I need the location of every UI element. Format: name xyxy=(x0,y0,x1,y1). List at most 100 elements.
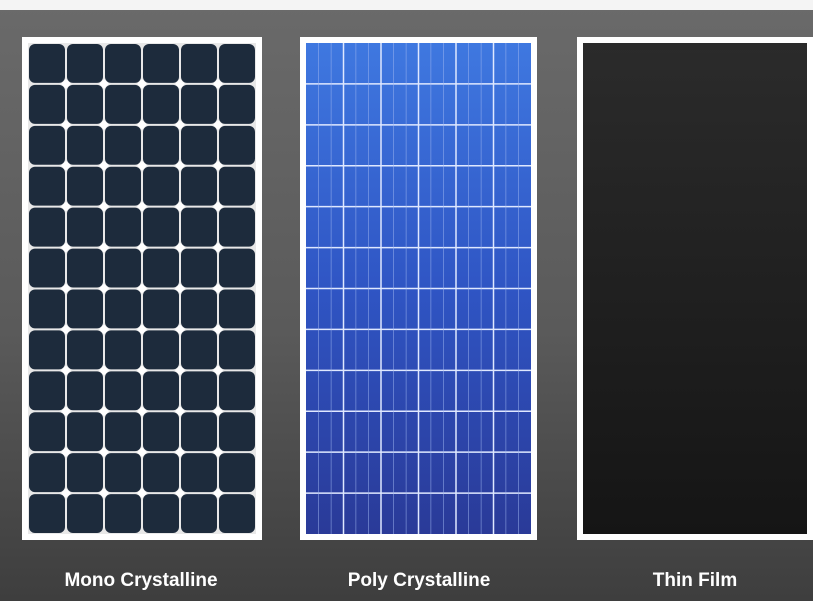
cell-junction xyxy=(99,324,109,335)
cell xyxy=(29,166,65,206)
cell-junction xyxy=(99,406,109,417)
cell xyxy=(219,289,255,329)
cell xyxy=(219,248,255,288)
cell xyxy=(67,207,103,247)
panel-label: Thin Film xyxy=(653,570,737,591)
cell xyxy=(29,412,65,452)
cell-junction xyxy=(99,447,109,458)
cell xyxy=(105,453,141,493)
cell xyxy=(219,412,255,452)
cell xyxy=(219,207,255,247)
cell xyxy=(181,412,217,452)
cell xyxy=(143,289,179,329)
cell-junction xyxy=(213,365,223,376)
cell xyxy=(67,84,103,124)
cell xyxy=(105,289,141,329)
cell xyxy=(105,371,141,411)
cell-junction xyxy=(213,406,223,417)
cell xyxy=(105,44,141,83)
cell-junction xyxy=(175,324,185,335)
cell xyxy=(67,166,103,206)
cell-junction xyxy=(137,488,147,499)
cell xyxy=(219,125,255,165)
top-strip xyxy=(0,0,813,10)
cell xyxy=(219,494,255,533)
cell xyxy=(181,207,217,247)
cell xyxy=(105,84,141,124)
cell xyxy=(29,125,65,165)
cell-junction xyxy=(213,160,223,171)
cell xyxy=(143,44,179,83)
mono-panel xyxy=(22,37,262,540)
cell xyxy=(29,330,65,370)
cell xyxy=(181,84,217,124)
cell xyxy=(219,166,255,206)
cell xyxy=(67,412,103,452)
cell-junction xyxy=(99,119,109,130)
cell-junction xyxy=(61,365,71,376)
cell-junction xyxy=(175,119,185,130)
cell-junction xyxy=(99,160,109,171)
cell-junction xyxy=(213,447,223,458)
cell-junction xyxy=(99,201,109,212)
cell-junction xyxy=(99,365,109,376)
cell-junction xyxy=(137,78,147,89)
cell-junction xyxy=(137,119,147,130)
cell xyxy=(219,44,255,83)
cell xyxy=(29,494,65,533)
cell xyxy=(29,207,65,247)
cell xyxy=(143,207,179,247)
cell-junction xyxy=(175,406,185,417)
cell xyxy=(181,453,217,493)
cell xyxy=(67,125,103,165)
cell xyxy=(105,207,141,247)
cell-junction xyxy=(175,78,185,89)
cell xyxy=(105,494,141,533)
cell xyxy=(29,44,65,83)
cell-junction xyxy=(213,201,223,212)
cell xyxy=(143,330,179,370)
cell xyxy=(29,371,65,411)
cell-junction xyxy=(213,242,223,253)
cell xyxy=(67,44,103,83)
cell-junction xyxy=(61,160,71,171)
cell xyxy=(219,371,255,411)
cell xyxy=(143,248,179,288)
cell xyxy=(67,494,103,533)
cell xyxy=(143,125,179,165)
cell xyxy=(143,371,179,411)
cell-junction xyxy=(61,324,71,335)
cell-junction xyxy=(137,283,147,294)
cell-junction xyxy=(61,447,71,458)
cell-junction xyxy=(175,488,185,499)
cell xyxy=(67,330,103,370)
cell-junction xyxy=(137,242,147,253)
cell xyxy=(181,166,217,206)
cell-junction xyxy=(213,78,223,89)
cell-junction xyxy=(137,160,147,171)
cell-junction xyxy=(61,78,71,89)
cell-junction xyxy=(137,406,147,417)
cell xyxy=(67,371,103,411)
cell-junction xyxy=(175,160,185,171)
cell-junction xyxy=(213,324,223,335)
panel-label: Mono Crystalline xyxy=(64,570,217,591)
cell-junction xyxy=(137,365,147,376)
cell-junction xyxy=(61,119,71,130)
cell xyxy=(67,289,103,329)
cell-junction xyxy=(99,488,109,499)
cell-junction xyxy=(137,324,147,335)
cell-junction xyxy=(137,201,147,212)
cell-junction xyxy=(175,283,185,294)
cell-junction xyxy=(61,283,71,294)
cell xyxy=(181,494,217,533)
cell xyxy=(29,248,65,288)
cell-junction xyxy=(175,447,185,458)
poly-panel xyxy=(300,37,537,540)
cell-junction xyxy=(175,242,185,253)
cell xyxy=(143,494,179,533)
cell xyxy=(67,453,103,493)
thin-film-panel xyxy=(577,37,813,540)
cell xyxy=(181,125,217,165)
